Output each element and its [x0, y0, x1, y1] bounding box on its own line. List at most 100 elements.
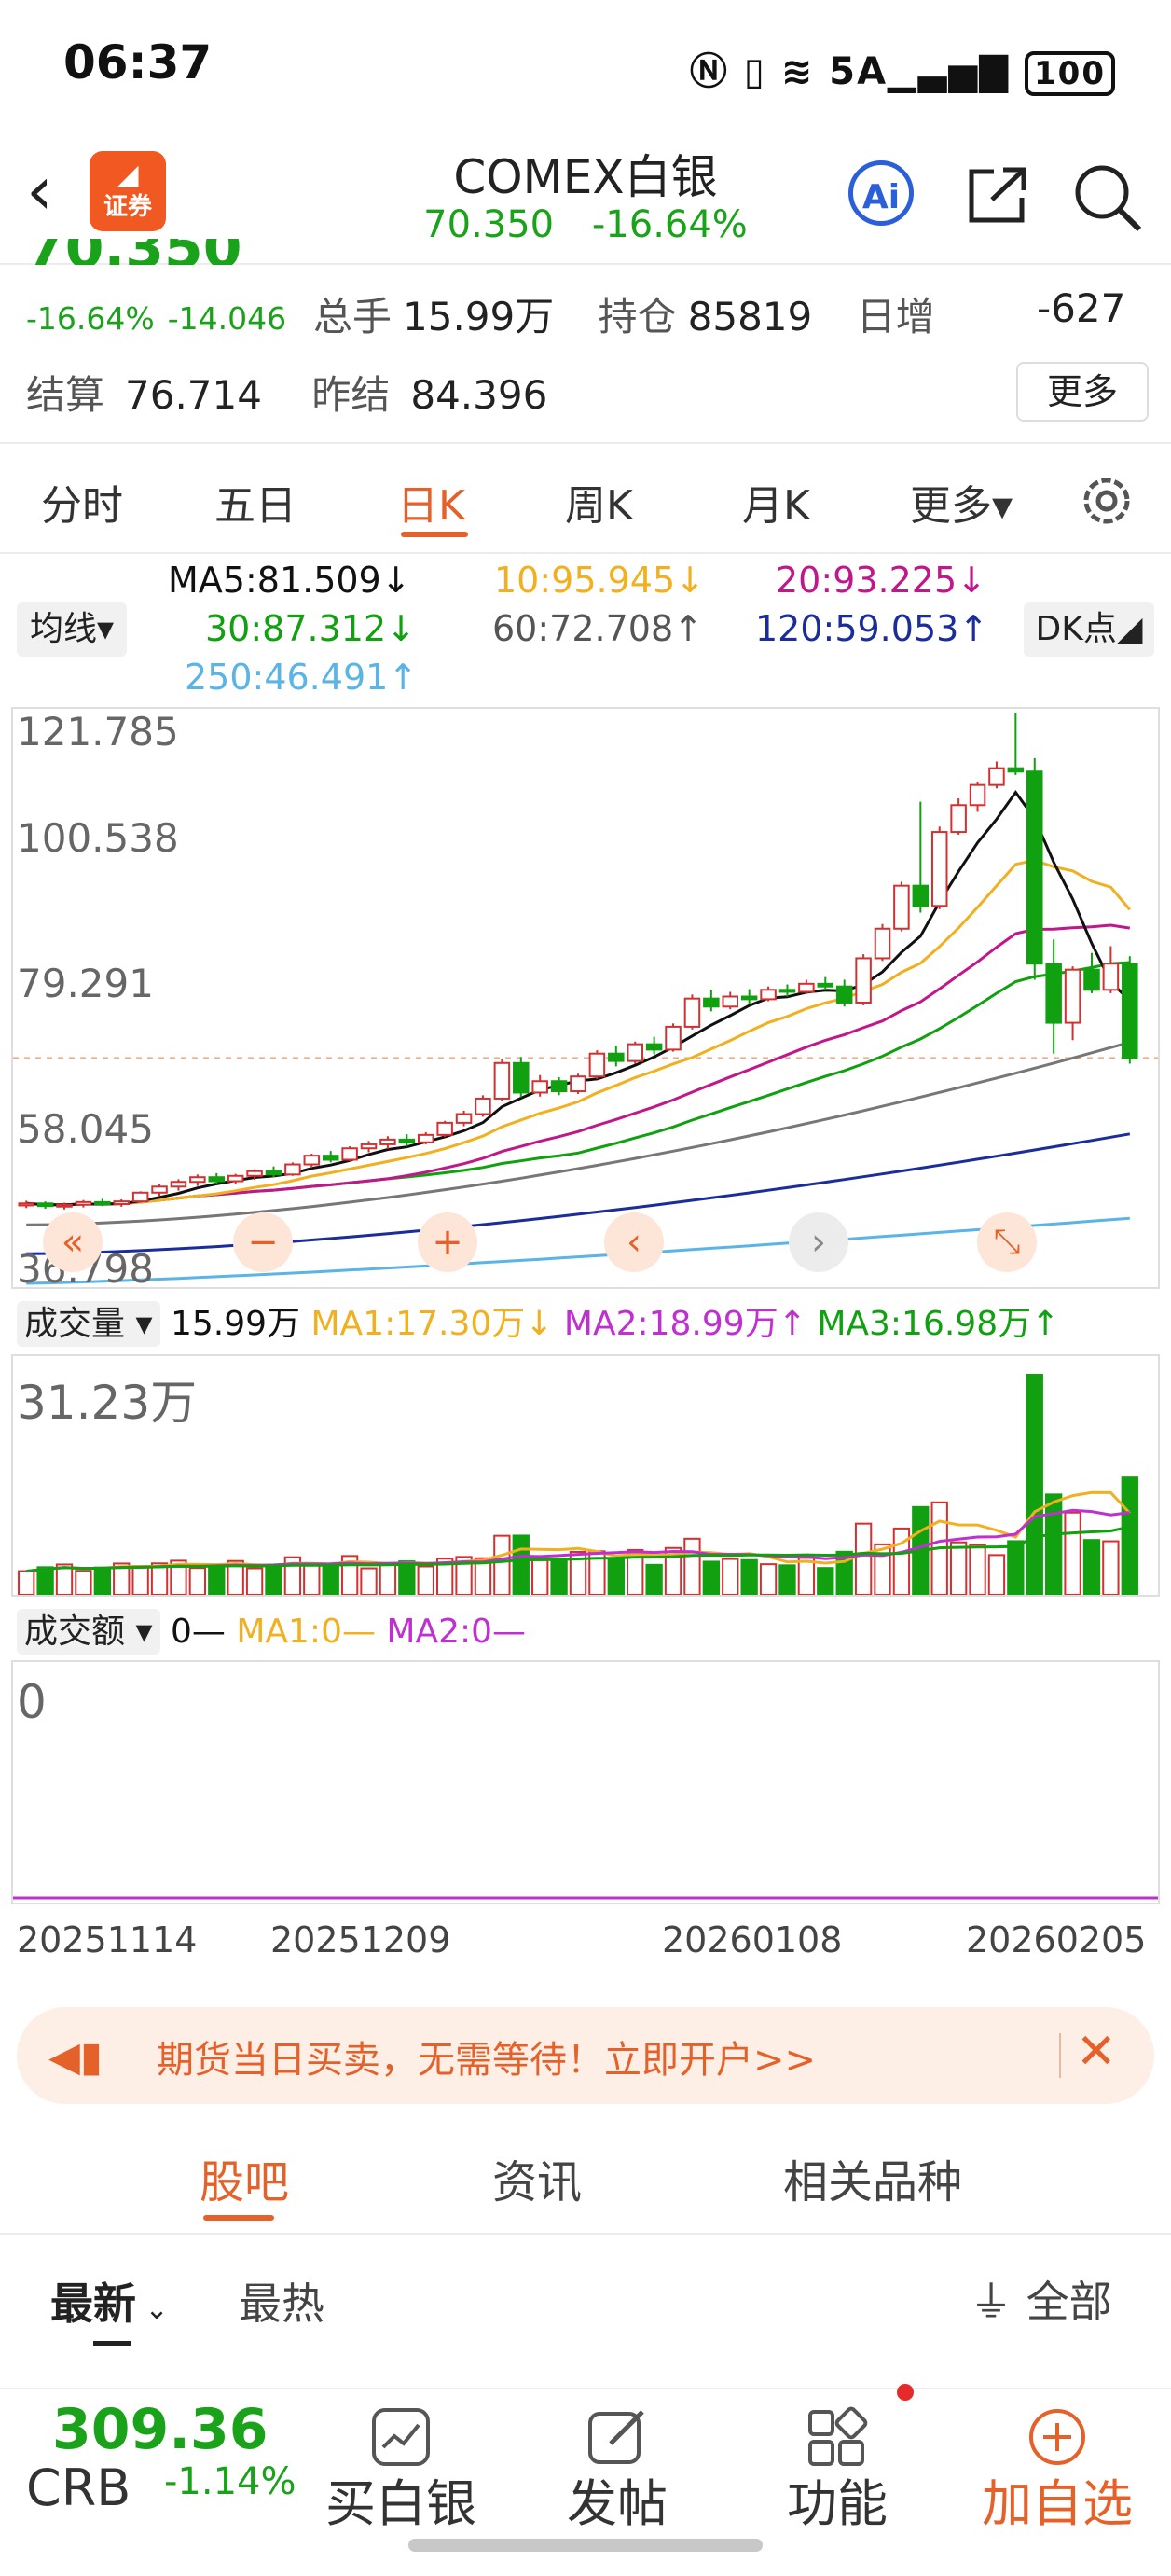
- candle-body: [170, 1181, 187, 1188]
- ai-button[interactable]: Ai: [848, 160, 914, 226]
- volume-bar: [987, 1554, 1006, 1595]
- volume-max-label: 31.23万: [17, 1376, 198, 1430]
- add-watchlist-button[interactable]: 加自选: [964, 2388, 1150, 2537]
- prev-settle-label: 昨结: [311, 372, 391, 418]
- candle-body: [1083, 968, 1100, 991]
- candle-body: [778, 989, 796, 993]
- candle-body: [417, 1133, 434, 1143]
- more-button[interactable]: 更多: [1016, 362, 1149, 422]
- kline-chart[interactable]: [11, 707, 1160, 1289]
- amount-legend: 成交额 ▾ 0— MA1:0— MA2:0—: [17, 1604, 526, 1655]
- filter-button[interactable]: ⏚ 全部: [970, 2268, 1112, 2330]
- broker-logo[interactable]: ◢ 证券: [90, 151, 166, 231]
- volume-current: 15.99万: [170, 1305, 301, 1343]
- candle-body: [227, 1174, 244, 1183]
- sort-hot[interactable]: 最热: [239, 2278, 324, 2329]
- amount-chart[interactable]: [11, 1660, 1160, 1904]
- crb-price[interactable]: 309.36: [52, 2397, 269, 2462]
- tab-more[interactable]: 更多▾: [910, 482, 1013, 530]
- volume-bar: [245, 1567, 264, 1595]
- volume-chart[interactable]: [11, 1354, 1160, 1597]
- candle-body: [817, 982, 834, 988]
- volume-bar: [379, 1562, 397, 1595]
- promo-banner[interactable]: [17, 2007, 1154, 2104]
- volume-bar: [759, 1563, 778, 1595]
- candle-body: [151, 1185, 168, 1194]
- amount-selector[interactable]: 成交额 ▾: [17, 1609, 160, 1655]
- tab-daily-k[interactable]: 日K: [397, 482, 465, 530]
- volume-bar: [1045, 1493, 1063, 1595]
- tab-news[interactable]: 资讯: [492, 2156, 583, 2209]
- status-bar: 06:37 Ⓝ ▯ ≋ 5A▁▃▅▇ 100: [0, 0, 1171, 131]
- candle-body: [588, 1052, 606, 1078]
- notification-dot: [897, 2384, 914, 2401]
- filter-icon: ⏚: [970, 2277, 1013, 2327]
- y-tick-3: 79.291: [17, 961, 154, 1006]
- volume-bar: [303, 1563, 321, 1595]
- candle-body: [189, 1176, 206, 1184]
- ma60-label: 60:72.708↑: [492, 608, 703, 649]
- candle-body: [1045, 963, 1062, 1024]
- candle-body: [475, 1097, 491, 1115]
- date-label-4: 20260205: [966, 1919, 1147, 1960]
- volume-selector[interactable]: 成交量 ▾: [17, 1301, 160, 1347]
- tab-related[interactable]: 相关品种: [783, 2156, 963, 2209]
- home-indicator[interactable]: [408, 2539, 763, 2552]
- sort-latest[interactable]: 最新 ⌄: [50, 2270, 169, 2332]
- y-tick-4: 58.045: [17, 1106, 154, 1152]
- double-left-icon[interactable]: «: [43, 1212, 103, 1272]
- prev-settle-value: 84.396: [410, 372, 548, 418]
- sort-latest-label: 最新: [50, 2278, 136, 2329]
- candle-body: [740, 995, 758, 1001]
- post-button[interactable]: 发帖: [524, 2388, 710, 2537]
- gear-icon[interactable]: [1074, 468, 1139, 533]
- header-divider: [0, 263, 1171, 265]
- candle-body: [75, 1200, 92, 1206]
- divider: [0, 2233, 1171, 2235]
- change-absolute: -14.046: [167, 300, 287, 337]
- ma10-line: [26, 858, 1131, 1207]
- volume-bar: [18, 1570, 35, 1595]
- volume-bar: [398, 1560, 416, 1595]
- volume-ma2: MA2:18.99万↑: [563, 1305, 806, 1343]
- expand-icon[interactable]: ⤡: [977, 1212, 1037, 1272]
- banner-text[interactable]: 期货当日买卖，无需等待！立即开户>>: [157, 2039, 817, 2082]
- volume-bar: [683, 1537, 701, 1595]
- close-icon[interactable]: ✕: [1076, 2024, 1117, 2080]
- candle-body: [246, 1170, 263, 1177]
- tab-forum[interactable]: 股吧: [200, 2156, 290, 2209]
- date-label-1: 20251114: [17, 1919, 198, 1960]
- tab-minute[interactable]: 分时: [41, 482, 123, 530]
- ma-selector[interactable]: 均线▾: [17, 602, 127, 657]
- date-label-3: 20260108: [662, 1919, 843, 1960]
- share-icon[interactable]: [966, 164, 1031, 226]
- tab-five-day[interactable]: 五日: [214, 482, 296, 530]
- tab-weekly-k[interactable]: 周K: [565, 482, 633, 530]
- candle-body: [835, 985, 853, 1004]
- y-tick-1: 121.785: [17, 709, 179, 755]
- crb-name[interactable]: CRB: [26, 2458, 131, 2517]
- candle-body: [493, 1061, 511, 1100]
- scroll-right-icon[interactable]: ›: [789, 1212, 848, 1272]
- volume-bar: [93, 1566, 111, 1595]
- add-circle-icon: [964, 2388, 1150, 2465]
- daily-inc-value: -627: [1037, 285, 1126, 331]
- dk-point-button[interactable]: DK点◢: [1024, 602, 1154, 657]
- scroll-left-icon[interactable]: ‹: [604, 1212, 664, 1272]
- nfc-icon: Ⓝ: [689, 50, 729, 93]
- tab-monthly-k[interactable]: 月K: [742, 482, 810, 530]
- amount-current: 0—: [170, 1613, 226, 1651]
- candle-body: [322, 1155, 339, 1161]
- search-icon[interactable]: [1070, 160, 1145, 235]
- volume-ma1: MA1:17.30万↓: [310, 1305, 554, 1343]
- function-button[interactable]: 功能: [744, 2388, 930, 2537]
- candle-body: [36, 1202, 54, 1208]
- header-price: 70.350: [423, 203, 555, 246]
- system-icons: Ⓝ ▯ ≋ 5A▁▃▅▇ 100: [690, 41, 1115, 96]
- zoom-in-icon[interactable]: +: [418, 1212, 477, 1272]
- battery-icon: 100: [1025, 51, 1115, 96]
- zoom-out-icon[interactable]: −: [233, 1212, 293, 1272]
- oi-label: 持仓: [598, 294, 677, 339]
- back-button[interactable]: ‹: [26, 151, 53, 229]
- buy-silver-button[interactable]: 买白银: [308, 2388, 494, 2537]
